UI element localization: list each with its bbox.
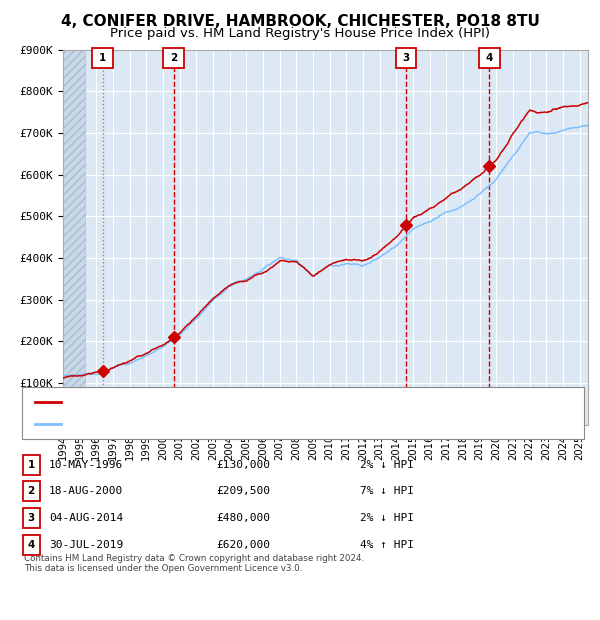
Text: 18-AUG-2000: 18-AUG-2000 bbox=[49, 486, 124, 497]
Text: Contains HM Land Registry data © Crown copyright and database right 2024.
This d: Contains HM Land Registry data © Crown c… bbox=[24, 554, 364, 574]
Text: 2: 2 bbox=[28, 486, 35, 497]
Text: 3: 3 bbox=[403, 53, 410, 63]
Text: HPI: Average price, detached house, Chichester: HPI: Average price, detached house, Chic… bbox=[66, 419, 315, 429]
Text: 4: 4 bbox=[28, 539, 35, 550]
Text: 2: 2 bbox=[170, 53, 177, 63]
Text: 10-MAY-1996: 10-MAY-1996 bbox=[49, 459, 124, 470]
Text: £209,500: £209,500 bbox=[216, 486, 270, 497]
Text: 2% ↓ HPI: 2% ↓ HPI bbox=[360, 513, 414, 523]
Text: 1: 1 bbox=[99, 53, 106, 63]
Text: £480,000: £480,000 bbox=[216, 513, 270, 523]
Text: £620,000: £620,000 bbox=[216, 539, 270, 550]
Text: 7% ↓ HPI: 7% ↓ HPI bbox=[360, 486, 414, 497]
Text: 4% ↑ HPI: 4% ↑ HPI bbox=[360, 539, 414, 550]
Text: 4, CONIFER DRIVE, HAMBROOK, CHICHESTER, PO18 8TU: 4, CONIFER DRIVE, HAMBROOK, CHICHESTER, … bbox=[61, 14, 539, 29]
Text: 4, CONIFER DRIVE, HAMBROOK, CHICHESTER, PO18 8TU (detached house): 4, CONIFER DRIVE, HAMBROOK, CHICHESTER, … bbox=[66, 397, 454, 407]
Text: 30-JUL-2019: 30-JUL-2019 bbox=[49, 539, 124, 550]
Text: 4: 4 bbox=[485, 53, 493, 63]
Text: £130,000: £130,000 bbox=[216, 459, 270, 470]
Text: 3: 3 bbox=[28, 513, 35, 523]
Text: 1: 1 bbox=[28, 459, 35, 470]
Text: 2% ↓ HPI: 2% ↓ HPI bbox=[360, 459, 414, 470]
Text: 04-AUG-2014: 04-AUG-2014 bbox=[49, 513, 124, 523]
Text: Price paid vs. HM Land Registry's House Price Index (HPI): Price paid vs. HM Land Registry's House … bbox=[110, 27, 490, 40]
